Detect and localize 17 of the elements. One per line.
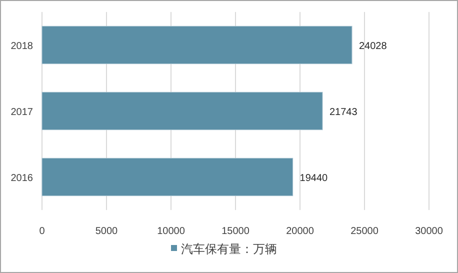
data-label: 21743 xyxy=(329,107,358,118)
x-tick-label: 10000 xyxy=(157,226,186,237)
data-label: 24028 xyxy=(358,41,388,52)
bar xyxy=(42,92,323,130)
x-tick-label: 30000 xyxy=(415,226,444,237)
x-tick-label: 20000 xyxy=(286,226,314,237)
bar xyxy=(42,26,352,64)
y-tick-label: 2016 xyxy=(10,173,34,184)
legend-label: 汽车保有量：万辆 xyxy=(181,242,277,256)
bar xyxy=(42,158,294,196)
data-label: 19440 xyxy=(300,173,328,184)
x-tick-label: 0 xyxy=(39,226,46,237)
y-tick-label: 2017 xyxy=(10,107,34,118)
x-tick-label: 25000 xyxy=(350,226,379,237)
x-tick-label: 15000 xyxy=(222,226,250,237)
x-tick-label: 5000 xyxy=(95,226,118,237)
y-tick-label: 2018 xyxy=(10,41,34,52)
